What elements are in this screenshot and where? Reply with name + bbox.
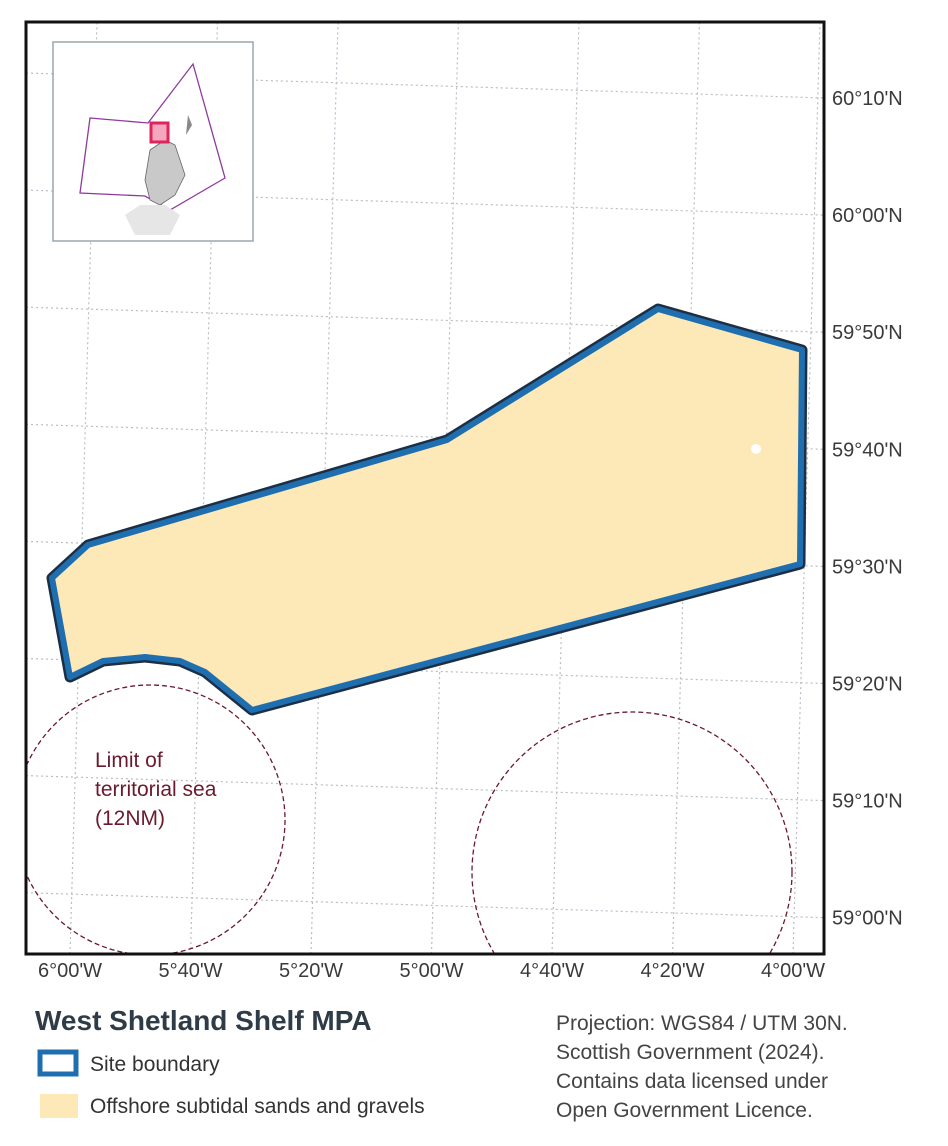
map-frame bbox=[24, 20, 826, 956]
lon-label: 4°20'W bbox=[640, 960, 704, 982]
map-features bbox=[26, 303, 808, 954]
parallel bbox=[26, 657, 824, 685]
lon-label: 6°00'W bbox=[38, 960, 102, 982]
legend-label: Site boundary bbox=[90, 1053, 220, 1076]
lon-label: 4°00'W bbox=[761, 960, 825, 982]
parallel bbox=[26, 892, 824, 919]
inset-land bbox=[144, 139, 186, 206]
credit-line: Scottish Government (2024). bbox=[556, 1041, 824, 1064]
parallel bbox=[26, 775, 824, 802]
territorial-limit bbox=[26, 684, 286, 954]
map-title: West Shetland Shelf MPA bbox=[35, 1005, 372, 1036]
lat-label: 59°40'N bbox=[832, 439, 903, 461]
lat-label: 60°00'N bbox=[832, 205, 903, 227]
annotation: territorial sea bbox=[95, 778, 217, 801]
lat-label: 59°30'N bbox=[832, 556, 903, 578]
credit-line: Open Government Licence. bbox=[556, 1099, 813, 1122]
lon-label: 5°20'W bbox=[279, 960, 343, 982]
annotation: Limit of bbox=[95, 749, 163, 772]
lat-label: 59°20'N bbox=[832, 674, 903, 696]
legend-swatch-sands bbox=[40, 1094, 78, 1118]
credit-line: Projection: WGS84 / UTM 30N. bbox=[556, 1012, 848, 1035]
inset-island bbox=[186, 115, 192, 135]
lon-label: 5°40'W bbox=[158, 960, 222, 982]
inset-map bbox=[52, 41, 254, 242]
lat-label: 60°10'N bbox=[832, 88, 903, 110]
lon-label: 4°40'W bbox=[520, 960, 584, 982]
inset-locator bbox=[149, 121, 170, 144]
islet bbox=[751, 444, 761, 454]
lon-label: 5°00'W bbox=[399, 960, 463, 982]
lat-label: 59°50'N bbox=[832, 322, 903, 344]
labels: 60°10'N 60°00'N 59°50'N 59°40'N 59°30'N 59°20… bbox=[35, 88, 903, 1122]
meridian bbox=[792, 22, 821, 954]
lat-label: 59°00'N bbox=[832, 908, 903, 930]
inset-land bbox=[125, 205, 180, 235]
territorial-limit bbox=[471, 711, 793, 954]
parallel bbox=[26, 189, 824, 216]
parallel bbox=[26, 72, 824, 99]
annotation: (12NM) bbox=[95, 807, 165, 830]
lat-label: 59°10'N bbox=[832, 791, 903, 813]
site-boundary bbox=[49, 306, 805, 713]
legend-swatch-boundary bbox=[37, 1049, 79, 1077]
credit-line: Contains data licensed under bbox=[556, 1070, 828, 1093]
legend-label: Offshore subtidal sands and gravels bbox=[90, 1095, 425, 1118]
inset-zone bbox=[79, 62, 226, 211]
